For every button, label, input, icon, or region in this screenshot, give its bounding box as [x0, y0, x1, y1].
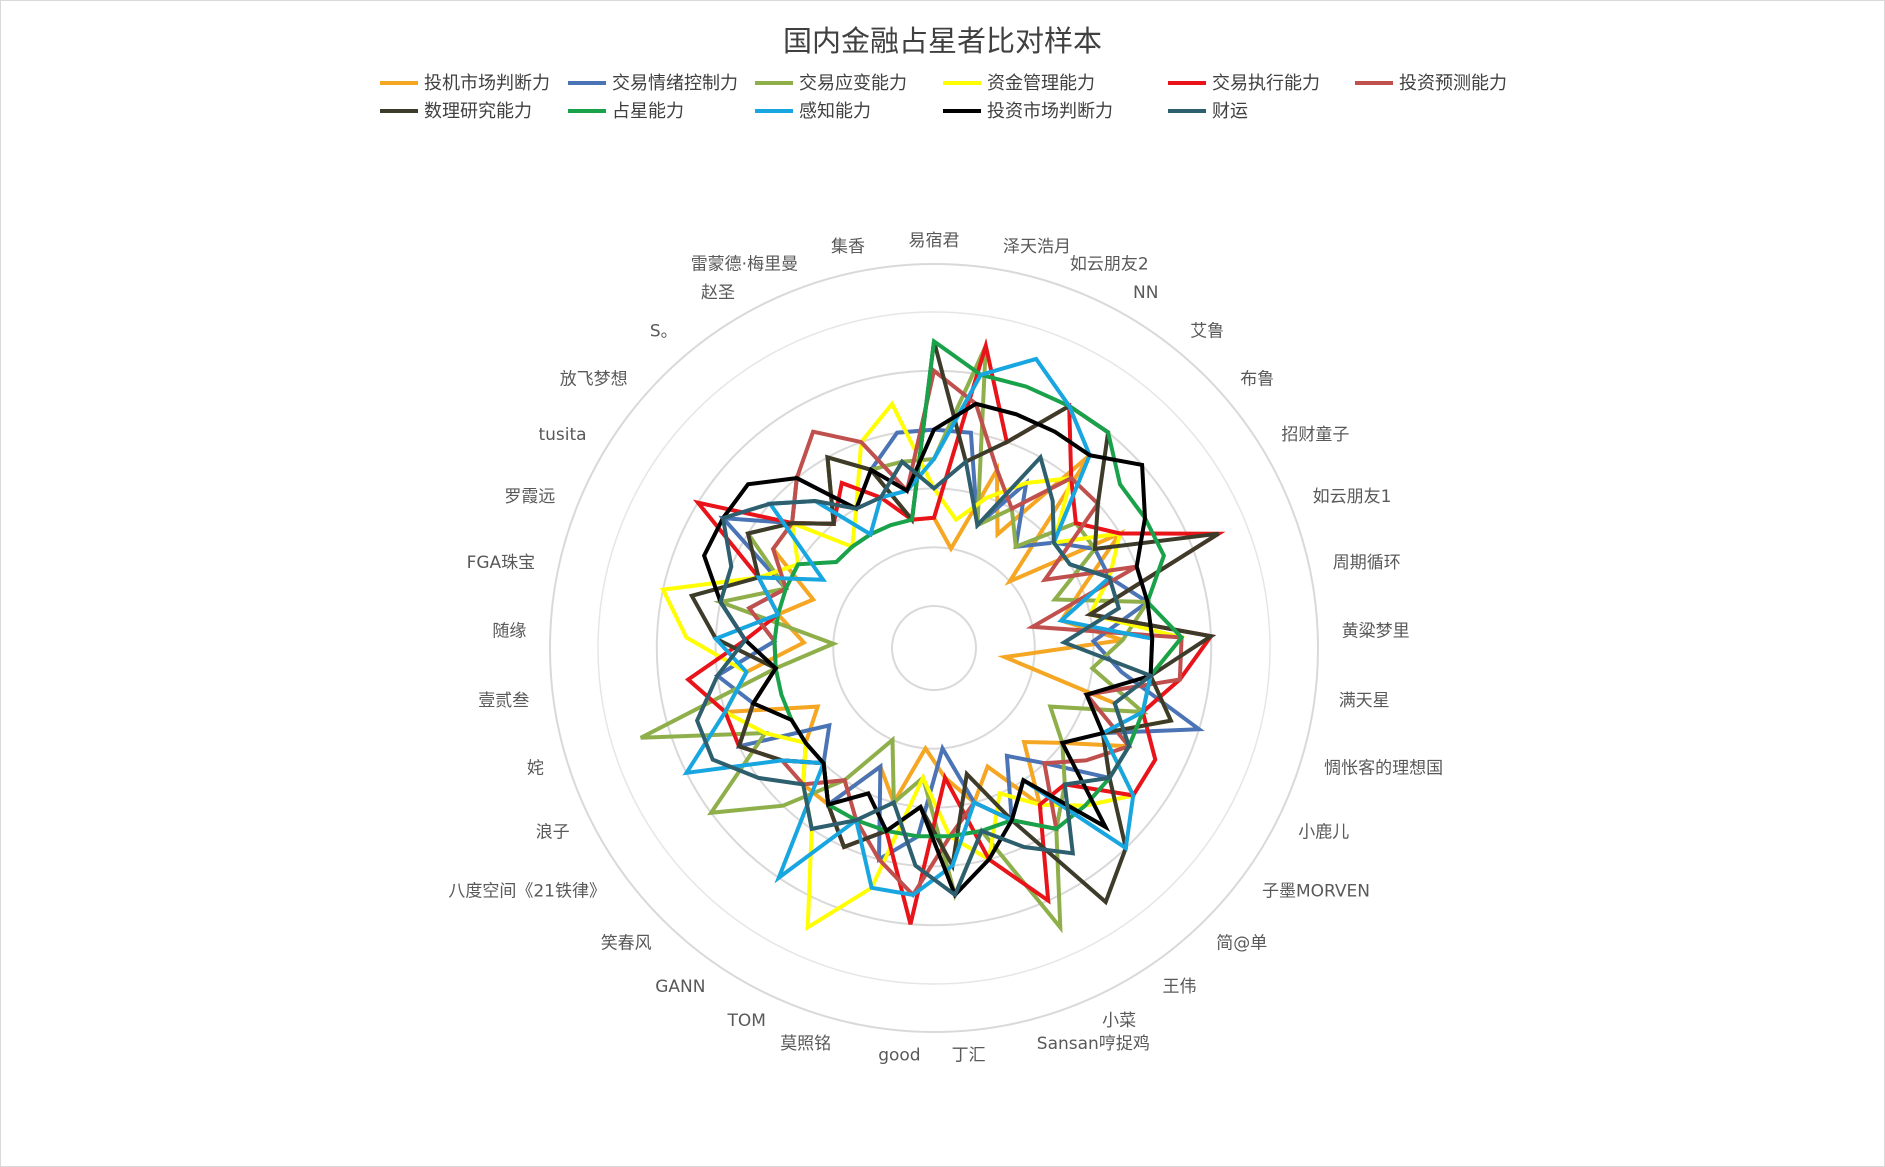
category-label: 丁汇 — [952, 1046, 986, 1066]
legend-label: 数理研究能力 — [424, 101, 532, 122]
category-label: 壹贰叁 — [478, 691, 529, 711]
category-label: S。 — [650, 322, 678, 342]
category-label: 浪子 — [536, 823, 570, 843]
category-label: 莫照铭 — [780, 1034, 831, 1054]
grid-ring — [891, 605, 977, 691]
legend-item: 交易应变能力 — [755, 70, 907, 98]
category-label: GANN — [655, 977, 705, 997]
category-label: 如云朋友1 — [1313, 487, 1392, 507]
legend-label: 占星能力 — [612, 101, 684, 122]
category-label: 子墨MORVEN — [1262, 882, 1370, 902]
category-label: good — [878, 1046, 920, 1066]
legend-swatch — [568, 109, 606, 113]
category-label: 如云朋友2 — [1070, 254, 1149, 274]
category-label: 惆怅客的理想国 — [1324, 759, 1443, 779]
legend-item: 投资预测能力 — [1355, 70, 1507, 98]
legend-item: 感知能力 — [755, 98, 871, 126]
category-label: 周期循环 — [1333, 553, 1401, 573]
legend-item: 数理研究能力 — [380, 98, 532, 126]
legend-swatch — [755, 81, 793, 85]
category-label: 王伟 — [1163, 977, 1197, 997]
legend-label: 资金管理能力 — [987, 73, 1095, 94]
category-label: 赵圣 — [701, 283, 735, 303]
legend-swatch — [943, 109, 981, 113]
category-label: 满天星 — [1339, 691, 1390, 711]
legend-label: 投资预测能力 — [1399, 73, 1507, 94]
legend-swatch — [755, 109, 793, 113]
legend-swatch — [1168, 81, 1206, 85]
category-label: 招财童子 — [1281, 425, 1349, 445]
legend-swatch — [1355, 81, 1393, 85]
legend-swatch — [380, 109, 418, 113]
legend-label: 交易情绪控制力 — [612, 73, 738, 94]
legend-label: 投机市场判断力 — [424, 73, 550, 94]
category-label: NN — [1133, 283, 1158, 303]
legend-label: 财运 — [1212, 101, 1248, 122]
category-label: 放飞梦想 — [560, 369, 628, 389]
category-label: 简@单 — [1216, 934, 1267, 954]
category-label: 小菜 — [1102, 1011, 1136, 1031]
grid-ring — [832, 546, 1036, 750]
category-label: 八度空间《21铁律》 — [448, 882, 606, 902]
category-label: 黄粱梦里 — [1342, 622, 1410, 642]
category-label: 艾鲁 — [1190, 322, 1224, 342]
category-label: 易宿君 — [909, 231, 960, 251]
category-label: 布鲁 — [1240, 369, 1274, 389]
category-label: 随缘 — [492, 622, 526, 642]
legend-item: 财运 — [1168, 98, 1248, 126]
category-label: 罗霞远 — [504, 487, 555, 507]
legend-label: 交易执行能力 — [1212, 73, 1320, 94]
legend-label: 感知能力 — [799, 101, 871, 122]
legend-label: 交易应变能力 — [799, 73, 907, 94]
category-label: FGA珠宝 — [467, 553, 536, 573]
legend-swatch — [1168, 109, 1206, 113]
category-label: 姹 — [527, 759, 544, 779]
series-line-10 — [701, 401, 1155, 899]
chart-title: 国内金融占星者比对样本 — [782, 24, 1102, 58]
legend-item: 交易情绪控制力 — [568, 70, 738, 98]
series-line-11 — [694, 453, 1155, 899]
grid-ring — [597, 311, 1271, 985]
series-line-6 — [736, 367, 1184, 899]
legend-item: 投资市场判断力 — [943, 98, 1113, 126]
category-label: tusita — [538, 425, 586, 445]
legend-item: 占星能力 — [568, 98, 684, 126]
legend-item: 资金管理能力 — [943, 70, 1095, 98]
category-label: 笑春风 — [601, 934, 652, 954]
category-label: TOM — [726, 1011, 765, 1031]
legend-label: 投资市场判断力 — [987, 101, 1113, 122]
category-label: 雷蒙德·梅里曼 — [691, 254, 798, 274]
legend-swatch — [943, 81, 981, 85]
legend-item: 投机市场判断力 — [380, 70, 550, 98]
legend-swatch — [380, 81, 418, 85]
legend-item: 交易执行能力 — [1168, 70, 1320, 98]
grid-ring — [549, 263, 1319, 1033]
legend-swatch — [568, 81, 606, 85]
category-label: 小鹿儿 — [1298, 823, 1349, 843]
series-line-1 — [721, 453, 1132, 810]
category-label: Sansan哼捉鸡 — [1037, 1034, 1150, 1054]
category-label: 泽天浩月 — [1003, 237, 1071, 257]
category-label: 集香 — [831, 237, 865, 257]
series-line-5 — [684, 337, 1226, 925]
